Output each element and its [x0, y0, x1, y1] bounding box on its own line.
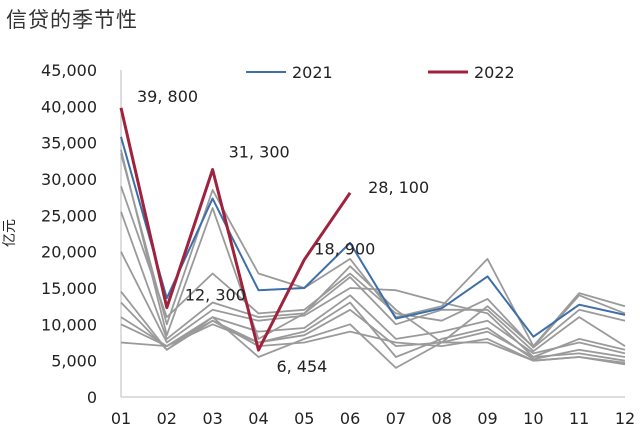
x-tick-label: 08 — [432, 409, 452, 428]
data-label: 18, 900 — [314, 240, 375, 259]
background-series-line — [120, 308, 626, 362]
y-tick-label: 45,000 — [41, 61, 97, 80]
series-line-2022 — [119, 107, 352, 352]
background-series-line — [120, 319, 626, 366]
y-tick-label: 20,000 — [41, 243, 97, 262]
legend-label-2022: 2022 — [474, 63, 515, 82]
y-axis-label: 亿元 — [2, 219, 18, 247]
x-tick-label: 10 — [523, 409, 543, 428]
data-label: 12, 300 — [185, 286, 246, 305]
data-label: 39, 800 — [137, 87, 198, 106]
highlight-series-group — [119, 107, 626, 352]
y-tick-label: 35,000 — [41, 134, 97, 153]
legend: 2021 2022 — [246, 63, 515, 82]
x-tick-label: 11 — [569, 409, 589, 428]
x-tick-label: 12 — [615, 409, 635, 428]
x-tick-label: 06 — [340, 409, 360, 428]
annotation-group: 39, 800 31, 300 28, 100 18, 900 12, 300 6, 45… — [137, 87, 429, 376]
data-label: 28, 100 — [368, 178, 429, 197]
background-series-line — [120, 211, 626, 353]
x-tick-label: 09 — [477, 409, 497, 428]
x-tick-label: 03 — [202, 409, 222, 428]
data-label: 6, 454 — [276, 357, 327, 376]
y-tick-label: 25,000 — [41, 206, 97, 225]
y-tick-label: 15,000 — [41, 279, 97, 298]
x-tick-label: 05 — [294, 409, 314, 428]
background-series-line — [120, 251, 626, 358]
x-tick-label: 07 — [386, 409, 406, 428]
y-tick-label: 5,000 — [51, 352, 97, 371]
background-series-line — [120, 186, 626, 349]
series-line-2021 — [120, 136, 626, 338]
chart-title: 信贷的季节性 — [6, 8, 138, 32]
y-tick-label: 30,000 — [41, 170, 97, 189]
y-tick-label: 10,000 — [41, 315, 97, 334]
y-tick-label: 40,000 — [41, 97, 97, 116]
background-series-group — [120, 149, 626, 369]
x-tick-label: 04 — [248, 409, 268, 428]
x-tick-label: 01 — [111, 409, 131, 428]
y-tick-label: 0 — [87, 388, 97, 407]
x-tick-label: 02 — [157, 409, 177, 428]
background-series-line — [120, 149, 626, 348]
data-label: 31, 300 — [229, 143, 290, 162]
legend-label-2021: 2021 — [292, 63, 333, 82]
axes: 0 5,000 10,000 15,000 20,000 25,000 30,000 35,0… — [41, 61, 635, 428]
